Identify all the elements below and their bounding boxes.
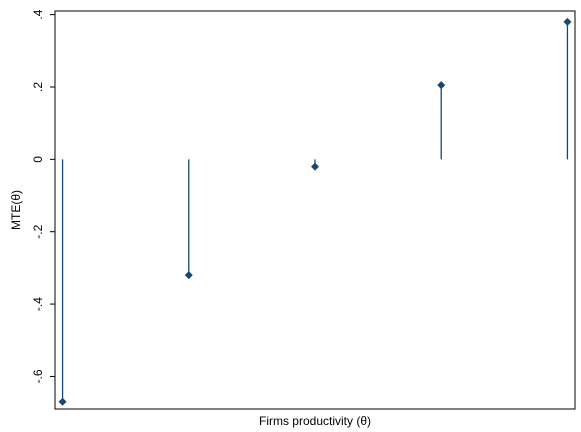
y-tick-label-5: -.6 bbox=[31, 369, 45, 383]
y-tick-label-3: -.2 bbox=[31, 224, 45, 238]
y-tick-label-4: -.4 bbox=[31, 297, 45, 311]
data-points bbox=[58, 17, 572, 406]
data-point-4 bbox=[563, 17, 572, 26]
y-tick-label-0: .4 bbox=[31, 9, 45, 19]
x-axis-title: Firms productivity (θ) bbox=[259, 414, 371, 428]
data-point-1 bbox=[184, 271, 193, 280]
stems bbox=[61, 21, 569, 402]
plot-frame bbox=[54, 10, 576, 410]
data-point-2 bbox=[311, 162, 319, 171]
y-axis: .4 .2 0 -.2 -.4 -.6 bbox=[31, 9, 55, 383]
data-point-3 bbox=[437, 81, 446, 90]
y-tick-label-2: 0 bbox=[31, 156, 45, 163]
y-tick-label-1: .2 bbox=[31, 82, 45, 92]
data-point-0 bbox=[58, 397, 67, 406]
y-axis-title: MTE(θ) bbox=[9, 190, 23, 230]
